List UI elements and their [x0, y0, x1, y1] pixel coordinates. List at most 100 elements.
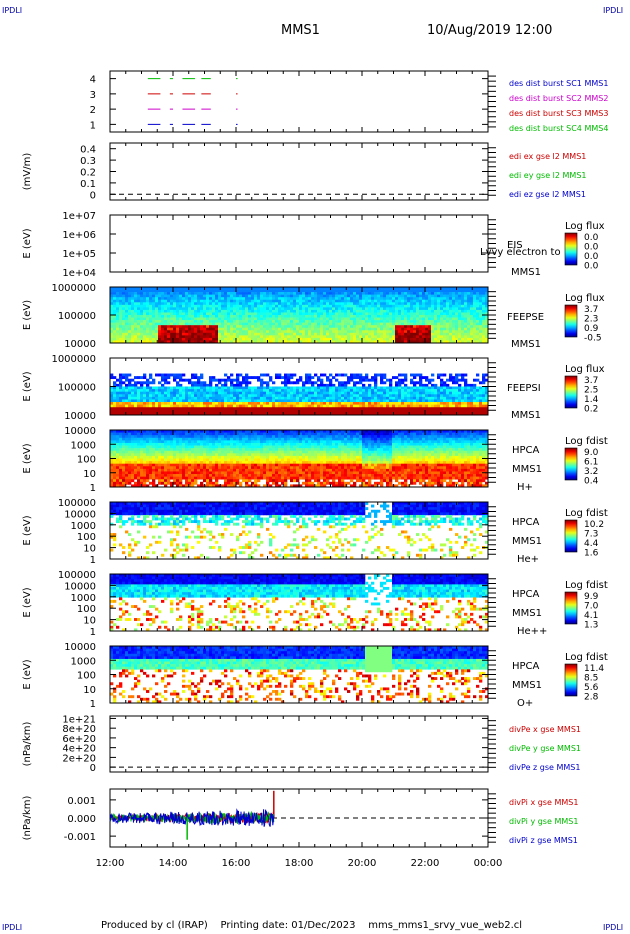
- panel-p3: [109, 214, 578, 273]
- legend-entry: divPe y gse MMS1: [509, 744, 581, 753]
- y-axis-label: E (eV): [22, 587, 33, 617]
- panel-p1: [109, 70, 496, 133]
- legend-entry: divPi y gse MMS1: [509, 817, 578, 826]
- y-tick-label: 10000: [64, 411, 96, 422]
- legend-entry: divPi z gse MMS1: [509, 836, 578, 845]
- y-tick-label: 100: [77, 455, 96, 466]
- series-line: [109, 808, 275, 827]
- corner-label-top-left: IPDLI: [2, 6, 23, 15]
- x-tick-label: 20:00: [348, 858, 377, 869]
- colorbar-title: Log fdist: [565, 580, 608, 591]
- colorbar-label: 1.4: [584, 395, 599, 405]
- y-tick-label: 100000: [58, 311, 96, 322]
- panel-p2: [109, 142, 496, 201]
- instrument-label: FEEPSE: [507, 312, 544, 323]
- y-tick-label: 10: [83, 544, 96, 555]
- colorbar-label: 4.1: [584, 611, 598, 621]
- colorbar-label: 5.6: [584, 683, 599, 693]
- panel-p9: [109, 645, 578, 704]
- y-tick-label: 100: [77, 532, 96, 543]
- colorbar: [564, 375, 578, 409]
- y-tick-label: 10000: [64, 426, 96, 437]
- y-tick-label: 100000: [58, 383, 96, 394]
- spacecraft-label: MMS1: [511, 267, 541, 278]
- x-tick-label: 22:00: [411, 858, 440, 869]
- y-tick-label: 1000: [71, 656, 96, 667]
- x-tick-label: 16:00: [222, 858, 251, 869]
- colorbar: [564, 447, 578, 481]
- colorbar-label: 6.1: [584, 458, 598, 468]
- colorbar-label: 2.5: [584, 386, 598, 396]
- colorbar-label: 0.4: [584, 477, 599, 487]
- instrument-label: HPCA: [512, 445, 540, 456]
- instrument-label: HPCA: [512, 661, 540, 672]
- corner-label-bottom-right: IPDLI: [603, 923, 624, 932]
- spacecraft-label: MMS1: [512, 464, 542, 475]
- colorbar-label: 0.2: [584, 405, 598, 415]
- y-tick-label: 10000: [64, 509, 96, 520]
- spacecraft-label: MMS1: [511, 339, 541, 350]
- y-tick-label: -0.001: [64, 832, 96, 843]
- y-tick-label: 8e+20: [62, 724, 96, 735]
- panel-p6: [109, 429, 578, 488]
- y-tick-label: 10000: [64, 581, 96, 592]
- spectrogram-p5: [110, 373, 489, 416]
- colorbar-title: Log flux: [565, 293, 605, 304]
- y-tick-label: 4e+20: [62, 744, 96, 755]
- legend-entry: edi ex gse l2 MMS1: [509, 152, 586, 161]
- colorbar-label: 0.0: [584, 262, 599, 272]
- y-axis-label: (nPa/km): [22, 796, 33, 841]
- page-title: MMS1: [281, 23, 320, 38]
- legend-entry: des dist burst SC3 MMS3: [509, 109, 608, 118]
- colorbar-label: 0.0: [584, 252, 599, 262]
- y-axis-label: (nPa/km): [22, 722, 33, 767]
- colorbar-label: 1.6: [584, 549, 599, 559]
- y-tick-label: 1: [90, 627, 96, 638]
- spacecraft-label: MMS1: [511, 410, 541, 421]
- y-tick-label: 10: [83, 469, 96, 480]
- y-tick-label: 1e+04: [62, 268, 96, 279]
- colorbar-label: -0.5: [584, 334, 602, 344]
- spacecraft-label: MMS1: [512, 608, 542, 619]
- legend-entry: des dist burst SC2 MMS2: [509, 94, 608, 103]
- y-tick-label: 2e+20: [62, 753, 96, 764]
- colorbar: [564, 232, 578, 266]
- y-tick-label: 10: [83, 616, 96, 627]
- species-label: He++: [517, 626, 547, 637]
- y-tick-label: 1e+21: [62, 714, 96, 725]
- y-tick-label: 2: [90, 105, 96, 116]
- panel-p11: [109, 788, 496, 848]
- y-tick-label: 1: [90, 483, 96, 494]
- plot-datetime: 10/Aug/2019 12:00: [427, 23, 553, 38]
- y-tick-label: 10000: [64, 339, 96, 350]
- y-tick-label: 1000: [71, 440, 96, 451]
- panel-p10: [109, 715, 496, 773]
- legend-entry: divPi x gse MMS1: [509, 798, 578, 807]
- colorbar-label: 0.0: [584, 233, 599, 243]
- y-tick-label: 1: [90, 120, 96, 131]
- y-tick-label: 1: [90, 555, 96, 566]
- species-label: He+: [517, 554, 539, 565]
- legend-entry: edi ez gse l2 MMS1: [509, 190, 586, 199]
- x-tick-label: 12:00: [96, 858, 125, 869]
- colorbar-title: Log flux: [565, 221, 605, 232]
- spacecraft-label: MMS1: [512, 536, 542, 547]
- corner-label-bottom-left: IPDLI: [2, 923, 23, 932]
- x-tick-label: 14:00: [159, 858, 188, 869]
- instrument-label: HPCA: [512, 589, 540, 600]
- y-tick-label: 1000: [71, 593, 96, 604]
- y-tick-label: 0.2: [80, 168, 96, 179]
- side-text: Lvvy electron to: [480, 247, 561, 258]
- y-tick-label: 10: [83, 685, 96, 696]
- legend-entry: des dist burst SC1 MMS1: [509, 79, 608, 88]
- panel-p5: [109, 357, 578, 416]
- colorbar-label: 1.3: [584, 621, 598, 631]
- y-axis-label: E (eV): [22, 443, 33, 473]
- y-tick-label: 100: [77, 604, 96, 615]
- y-tick-label: 1: [90, 699, 96, 710]
- y-tick-label: 100: [77, 671, 96, 682]
- y-tick-label: 6e+20: [62, 734, 96, 745]
- colorbar: [564, 519, 578, 553]
- colorbar-label: 7.3: [584, 530, 598, 540]
- spectrogram-p6: [110, 430, 489, 488]
